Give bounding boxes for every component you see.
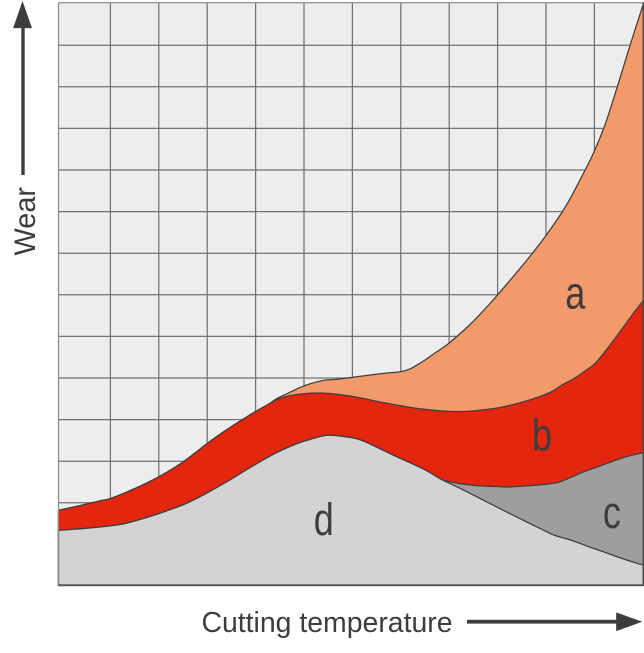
svg-text:Wear: Wear [10,187,42,256]
svg-text:b: b [532,409,552,460]
svg-text:d: d [314,494,334,545]
svg-text:a: a [565,267,585,318]
svg-text:Cutting temperature: Cutting temperature [201,607,452,639]
svg-text:c: c [603,487,621,538]
